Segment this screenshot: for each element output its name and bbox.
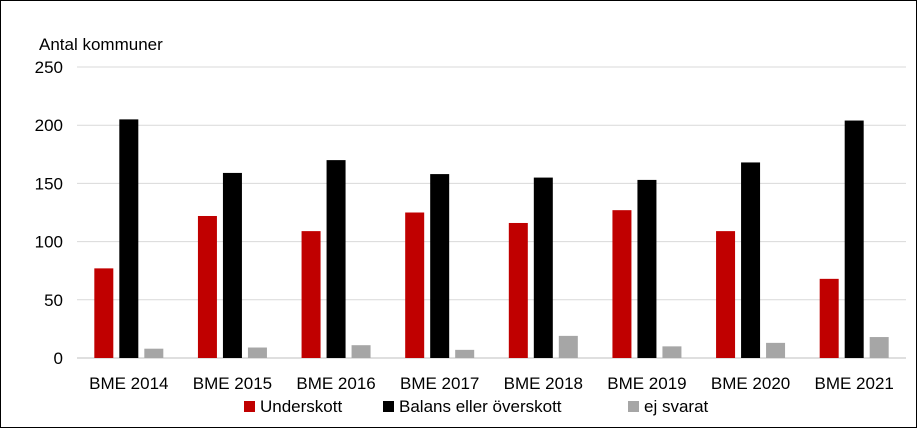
bar (247, 347, 267, 358)
x-tick-label: BME 2016 (296, 374, 375, 393)
legend-label: ej svarat (644, 397, 709, 416)
legend-swatch (383, 401, 394, 412)
bar (455, 349, 475, 358)
y-tick-label: 250 (35, 58, 63, 77)
y-axis-title: Antal kommuner (39, 35, 163, 54)
bar (716, 231, 736, 358)
y-tick-label: 200 (35, 116, 63, 135)
bar (405, 212, 425, 358)
bar (741, 162, 761, 358)
x-tick-label: BME 2021 (814, 374, 893, 393)
legend-swatch (628, 401, 639, 412)
y-tick-label: 100 (35, 233, 63, 252)
bar (430, 174, 450, 358)
x-tick-label: BME 2018 (504, 374, 583, 393)
bar (637, 179, 657, 358)
y-axis-ticks: 0 50 100 150 200 250 (35, 58, 63, 368)
x-tick-label: BME 2017 (400, 374, 479, 393)
bars (94, 119, 889, 358)
x-tick-label: BME 2014 (89, 374, 168, 393)
bar (351, 345, 371, 358)
x-tick-label: BME 2019 (607, 374, 686, 393)
bar (222, 172, 242, 358)
bar (766, 342, 786, 358)
x-tick-label: BME 2020 (711, 374, 790, 393)
bar (844, 120, 864, 358)
bar (612, 210, 632, 358)
bar (508, 222, 528, 358)
bar (301, 231, 321, 358)
bar (662, 346, 682, 358)
legend-swatch (244, 401, 255, 412)
bar (94, 268, 114, 358)
bar (144, 348, 164, 358)
legend: Underskott Balans eller överskott ej svara… (244, 397, 709, 416)
y-tick-label: 150 (35, 174, 63, 193)
bar (533, 177, 553, 358)
bar (558, 335, 578, 358)
bar (326, 160, 346, 358)
bar (869, 337, 889, 358)
bar (819, 278, 839, 358)
y-tick-label: 50 (44, 291, 63, 310)
x-tick-label: BME 2015 (193, 374, 272, 393)
bar (119, 119, 139, 358)
x-axis-ticks: BME 2014 BME 2015 BME 2016 BME 2017 BME 2018… (89, 374, 894, 393)
bar (197, 215, 217, 358)
legend-label: Balans eller överskott (399, 397, 562, 416)
y-tick-label: 0 (54, 349, 63, 368)
legend-label: Underskott (260, 397, 342, 416)
